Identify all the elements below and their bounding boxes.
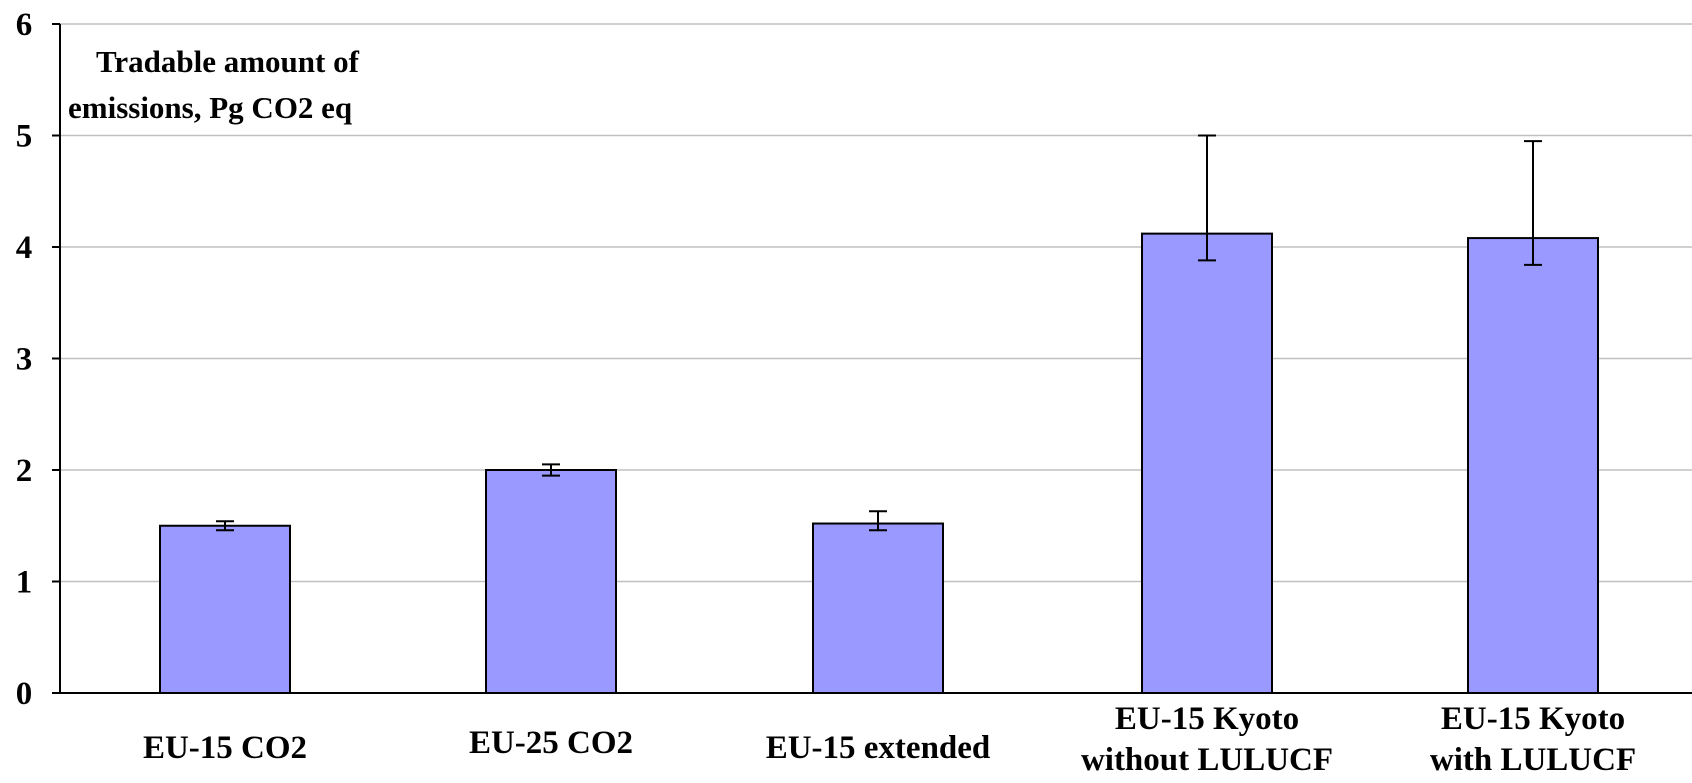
y-tick-label: 4 <box>16 230 33 266</box>
error-bars <box>216 134 1542 532</box>
bar <box>159 524 291 694</box>
category-label-line: EU-15 CO2 <box>143 730 307 766</box>
bar <box>1467 237 1599 695</box>
y-axis-label-line: Tradable amount of <box>96 44 360 79</box>
category-label-line: EU-15 Kyoto <box>1441 701 1625 737</box>
category-label-line: EU-25 CO2 <box>469 725 633 761</box>
category-label-line: EU-15 Kyoto <box>1115 701 1299 737</box>
category-label-line: with LULUCF <box>1430 742 1636 778</box>
y-tick-label: 0 <box>16 676 33 712</box>
bar <box>1141 232 1273 694</box>
category-label: EU-25 CO2 <box>469 725 633 761</box>
category-label: EU-15 Kyoto without LULUCF <box>1081 701 1333 778</box>
category-labels: EU-15 CO2 EU-25 CO2 EU-15 extended EU-15 Ky… <box>143 701 1636 778</box>
y-tick-label: 3 <box>16 342 33 378</box>
y-tick-label: 2 <box>16 453 33 489</box>
bar <box>485 469 617 694</box>
y-axis-label-line: emissions, Pg CO2 eq <box>68 90 352 125</box>
gridlines <box>60 23 1692 583</box>
bar <box>812 522 944 695</box>
y-tick-label: 1 <box>16 565 33 601</box>
y-tick-labels: 0 1 2 3 4 5 6 <box>16 7 33 712</box>
category-label-line: without LULUCF <box>1081 742 1333 778</box>
y-tick-label: 6 <box>16 7 33 43</box>
y-axis-label: Tradable amount of emissions, Pg CO2 eq <box>68 44 360 125</box>
category-label: EU-15 Kyoto with LULUCF <box>1430 701 1636 778</box>
category-label-line: EU-15 extended <box>766 730 991 766</box>
category-label: EU-15 extended <box>766 730 991 766</box>
bars <box>159 232 1599 695</box>
category-label: EU-15 CO2 <box>143 730 307 766</box>
y-tick-label: 5 <box>16 119 33 155</box>
